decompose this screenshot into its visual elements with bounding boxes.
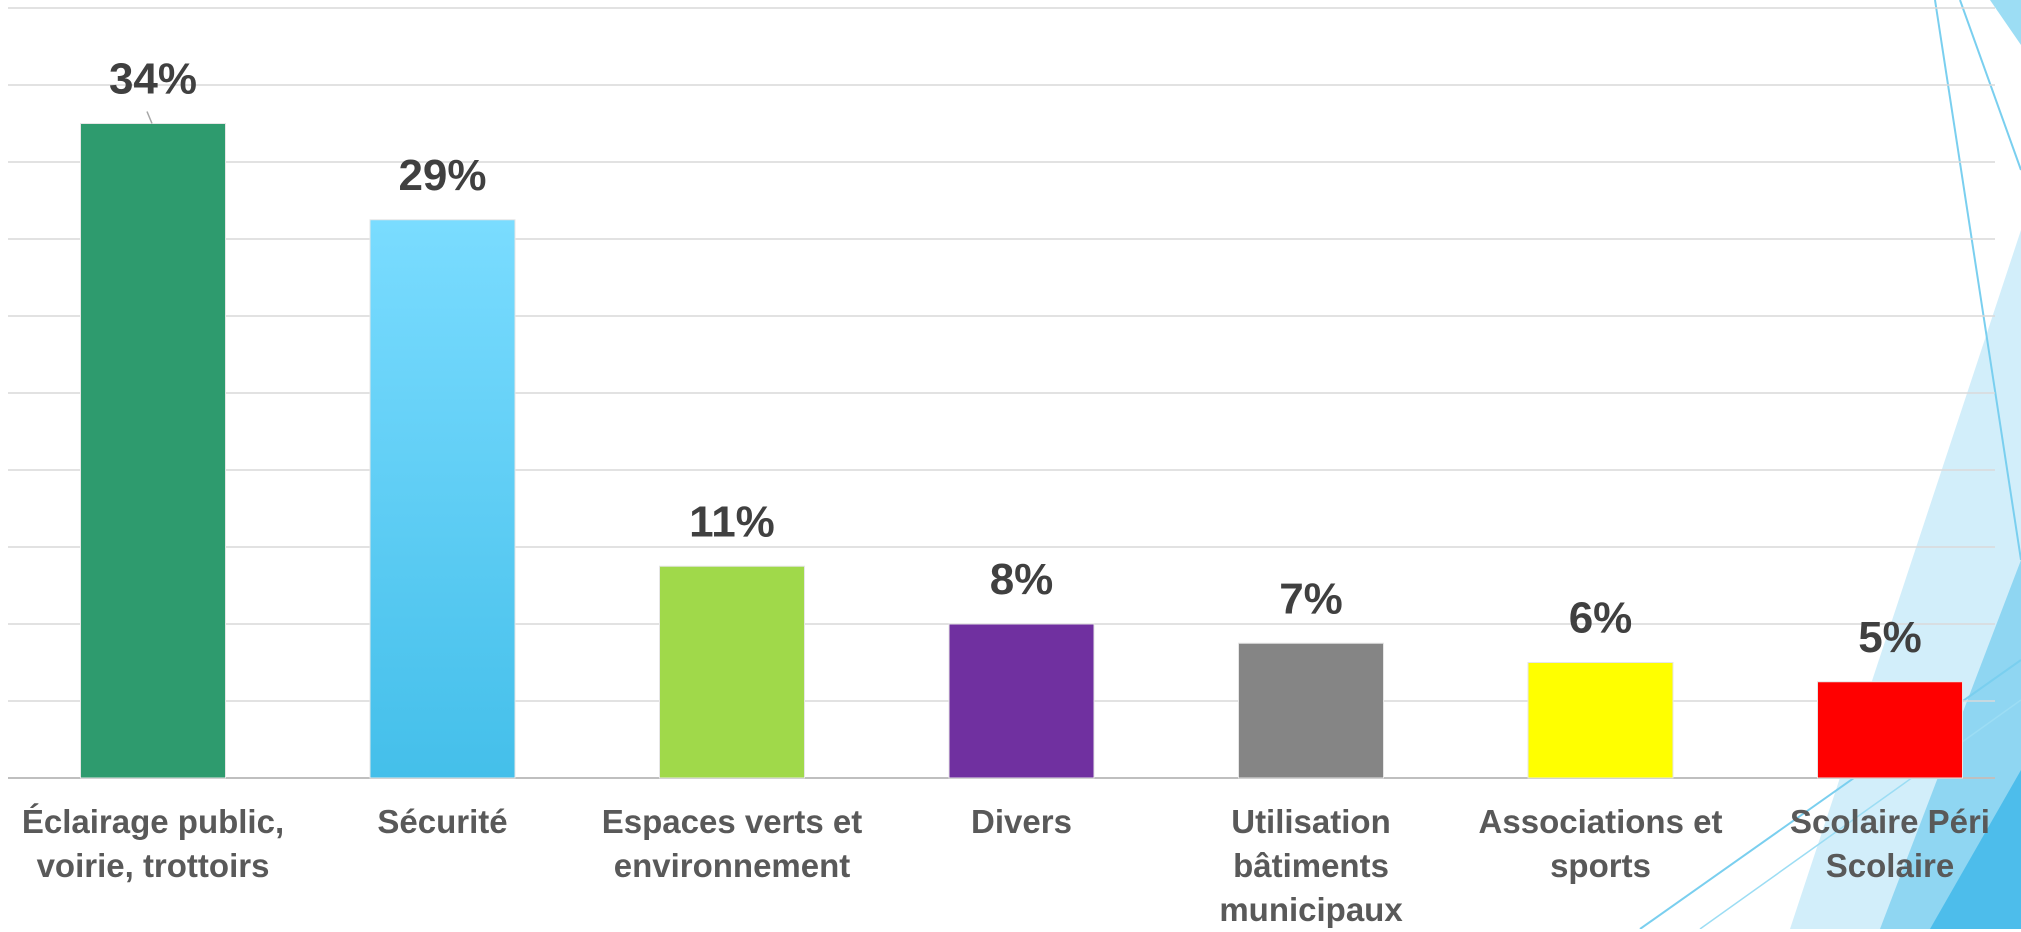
value-label-7: 5% [1858,613,1922,662]
value-label-5: 7% [1279,574,1343,623]
value-label-4: 8% [990,555,1054,604]
category-label-5: Utilisation bâtiments municipaux [1219,803,1403,928]
value-label-3: 11% [689,497,775,546]
category-label-4: Divers [971,803,1072,840]
decor-line-4 [1699,699,2021,929]
bar-1 [80,123,226,779]
category-label-2: Sécurité [377,803,508,840]
value-label-2: 29% [398,151,486,200]
value-labels: 34% 29% 11% 8% 7% 6% 5% [109,55,1922,662]
bars [80,123,1963,779]
category-label-3: Espaces verts et environnement [601,803,863,884]
bar-6 [1527,662,1674,779]
decor-corner-top [1990,0,2021,45]
decor-triangle-dark [1930,770,2021,929]
value-label-6: 6% [1569,594,1633,643]
bar-7 [1817,681,1963,779]
decor-line-1 [1934,0,2021,561]
bar-3 [659,565,805,779]
value-label-leader-line [146,111,153,124]
category-label-1: Éclairage public, voirie, trottoirs [21,803,285,884]
bar-5 [1238,642,1384,779]
bar-4 [948,623,1095,779]
value-label-1: 34% [109,55,197,104]
bar-2 [369,219,516,779]
category-label-7: Scolaire Péri Scolaire [1790,803,1990,884]
category-label-6: Associations et sports [1478,803,1723,884]
